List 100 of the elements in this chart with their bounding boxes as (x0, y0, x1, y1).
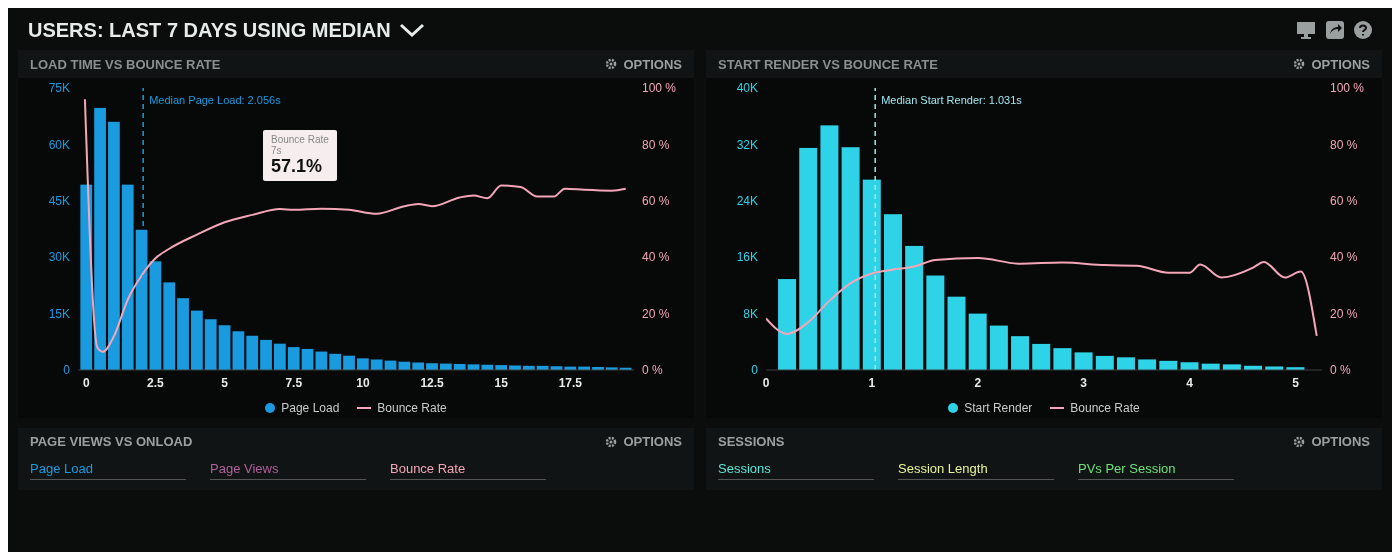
y2-tick-label: 80 % (642, 137, 670, 152)
bar (329, 353, 342, 370)
bar (204, 319, 217, 370)
text: Page Views (210, 461, 366, 480)
x-tick-label: 3 (1080, 375, 1088, 390)
text: Page Load (30, 461, 186, 480)
bar (1095, 355, 1114, 370)
bar (315, 351, 328, 370)
bar (883, 214, 902, 370)
text: PVs Per Session (1078, 461, 1234, 480)
annotation: 57.1% (271, 156, 324, 177)
text: OPTIONS (622, 434, 682, 449)
y-tick-label: 60K (48, 137, 70, 152)
y-tick-label: 24K (736, 194, 758, 209)
x-tick-label: 2.5 (147, 375, 165, 390)
annotation: 7s (271, 145, 283, 156)
bar (287, 347, 300, 370)
text: Sessions (718, 461, 874, 480)
bar (274, 343, 286, 370)
x-tick-label: 4 (1186, 375, 1194, 390)
text: PAGE VIEWS VS ONLOAD (30, 434, 193, 449)
bar (778, 279, 797, 370)
y-tick-label: 32K (736, 137, 758, 152)
bar (149, 261, 162, 370)
bar (989, 325, 1008, 370)
bar (191, 310, 203, 370)
y-tick-label: 30K (48, 250, 70, 265)
x-tick-label: 17.5 (558, 375, 583, 390)
text: Session Length (898, 461, 1054, 480)
y2-tick-label: 20 % (1330, 306, 1358, 321)
text: USERS: LAST 7 DAYS USING MEDIAN (28, 18, 391, 42)
bar (121, 184, 134, 370)
bar (260, 339, 272, 370)
text: OPTIONS (1310, 434, 1370, 449)
bar (177, 298, 189, 370)
bar (947, 296, 966, 370)
text: SESSIONS (718, 434, 785, 449)
y-tick-label: 75K (48, 81, 70, 96)
x-tick-label: 0 (762, 375, 770, 390)
x-tick-label: 10 (356, 375, 370, 390)
y2-tick-label: 100 % (1330, 81, 1365, 96)
bar (356, 358, 369, 370)
y2-tick-label: 100 % (642, 81, 677, 96)
x-tick-label: 7.5 (285, 375, 303, 390)
y2-tick-label: 60 % (1330, 194, 1358, 209)
x-tick-label: 0 (82, 375, 90, 390)
legend-label: Bounce Rate (377, 401, 447, 415)
bar (163, 282, 176, 370)
bar (80, 184, 93, 370)
y2-tick-label: 40 % (642, 250, 670, 265)
bar (412, 362, 425, 370)
bar (426, 363, 438, 370)
bar (1011, 336, 1030, 370)
y-tick-label: 15K (48, 306, 70, 321)
bar (246, 335, 259, 370)
bar (1138, 359, 1157, 370)
bar (94, 107, 106, 370)
x-tick-label: 2 (974, 375, 982, 390)
x-tick-label: 5 (1292, 375, 1300, 390)
bar (841, 147, 860, 370)
bar (926, 275, 945, 370)
annotation: Bounce Rate (271, 134, 329, 145)
bar (968, 313, 987, 370)
x-tick-label: 5 (221, 375, 229, 390)
y2-tick-label: 0 % (1330, 363, 1352, 378)
x-tick-label: 12.5 (420, 375, 445, 390)
y-tick-label: 0 (751, 363, 759, 378)
text: OPTIONS (622, 56, 682, 72)
bar (862, 179, 881, 370)
bar (509, 365, 521, 370)
legend-label: Start Render (964, 401, 1033, 415)
y-tick-label: 8K (743, 306, 758, 321)
y-tick-label: 0 (63, 363, 71, 378)
y2-tick-label: 80 % (1330, 137, 1358, 152)
chart-title: LOAD TIME VS BOUNCE RATE (30, 56, 221, 72)
bar (820, 125, 839, 370)
text: OPTIONS (1310, 56, 1370, 72)
x-tick-label: 1 (868, 375, 876, 390)
line-series (766, 257, 1318, 337)
bar (799, 147, 818, 370)
bar (108, 121, 120, 370)
bar (1074, 352, 1093, 370)
chart-title: START RENDER VS BOUNCE RATE (718, 56, 938, 72)
bar (232, 331, 245, 370)
x-tick-label: 15 (494, 375, 509, 390)
bar (218, 325, 231, 370)
bar (1180, 362, 1199, 370)
y-tick-label: 16K (736, 250, 758, 265)
y-tick-label: 45K (48, 194, 70, 209)
y2-tick-label: 60 % (642, 194, 670, 209)
ref-line-label: Median Page Load: 2.056s (149, 94, 282, 106)
y2-tick-label: 0 % (642, 363, 664, 378)
y-tick-label: 40K (736, 81, 758, 96)
y2-tick-label: 20 % (642, 306, 670, 321)
legend-label: Page Load (281, 401, 340, 415)
bar (905, 245, 924, 370)
text: Bounce Rate (390, 461, 546, 480)
bar (1032, 343, 1051, 370)
line-series (83, 98, 627, 353)
bar (343, 355, 355, 370)
